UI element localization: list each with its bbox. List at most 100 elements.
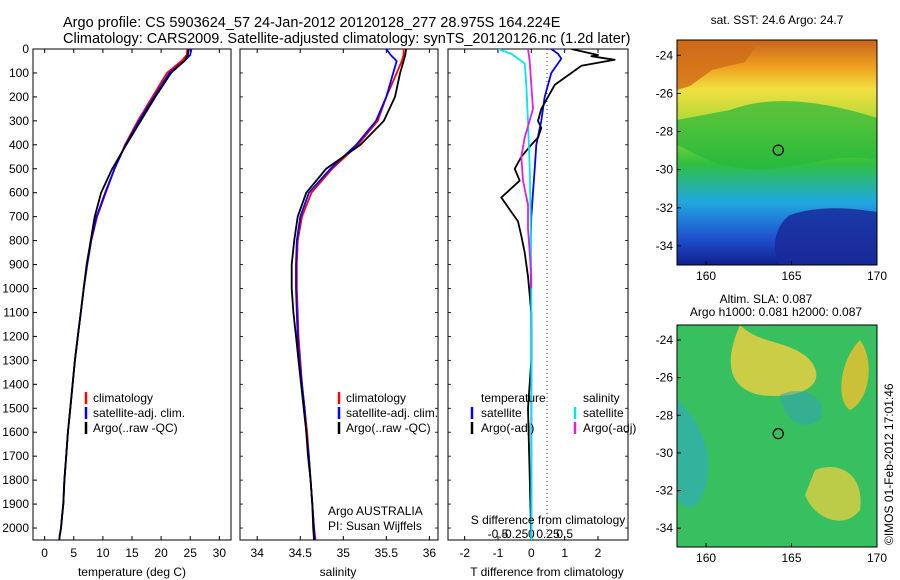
- map-x-tick-label: 170: [867, 269, 887, 283]
- temperature-axes-frame: [32, 48, 232, 541]
- x-tick-label: 15: [125, 546, 139, 560]
- sla-high-east: [841, 340, 869, 410]
- legend-label-sal-argo: Argo(-adj): [583, 421, 636, 435]
- depth-tick-labels: 0 100 200 300 400 500 600 700 800 900 1000 1100 1200…: [2, 42, 37, 535]
- depth-tick-label: 1900: [2, 497, 29, 511]
- x-tick-label: 10: [96, 546, 110, 560]
- difference-legend: temperature salinity satellite Argo(-adj…: [470, 391, 636, 435]
- depth-tick-label: 400: [9, 138, 29, 152]
- difference-y-ticks: [448, 48, 628, 529]
- legend-label-temp-satellite: satellite: [481, 406, 522, 420]
- x-tick-label: -1: [493, 546, 504, 560]
- sla-low-west: [677, 400, 709, 508]
- map-y-tick-label: -30: [656, 163, 674, 177]
- x-tick-label: 2: [595, 546, 602, 560]
- x-tick-label: 20: [154, 546, 168, 560]
- x-tick-label: 30: [213, 546, 227, 560]
- sst-cold-patch: [774, 208, 877, 265]
- title-line-2: Climatology: CARS2009. Satellite-adjuste…: [63, 31, 630, 47]
- depth-tick-label: 700: [9, 210, 29, 224]
- salinity-legend: climatology satellite-adj. clim. Argo(..…: [337, 391, 438, 435]
- depth-tick-label: 1700: [2, 449, 29, 463]
- sst-map-frame: [676, 39, 878, 266]
- title-line-1: Argo profile: CS 5903624_57 24-Jan-2012 …: [63, 15, 561, 31]
- depth-tick-label: 100: [9, 66, 29, 80]
- map-y-tick-label: -34: [656, 239, 674, 253]
- depth-tick-label: 900: [9, 258, 29, 272]
- depth-tick-label: 1800: [2, 473, 29, 487]
- map-y-tick-label: -28: [656, 408, 674, 422]
- map-x-tick-label: 160: [696, 269, 716, 283]
- x-tick-label: -2: [459, 546, 470, 560]
- depth-tick-label: 1500: [2, 401, 29, 415]
- sst-warm-patch: [677, 40, 760, 90]
- legend-label-temp-argo: Argo(-adj): [481, 421, 534, 435]
- depth-tick-label: 500: [9, 162, 29, 176]
- pi-note: PI: Susan Wijffels: [328, 519, 422, 533]
- legend-label-satellite: satellite-adj. clim.: [346, 406, 438, 420]
- sla-map-subtitle: Argo h1000: 0.081 h2000: 0.087: [690, 305, 862, 319]
- temperature-x-ticks: 0 5 10 15 20 25 30: [41, 49, 226, 560]
- temperature-legend: climatology satellite-adj. clim. Argo(..…: [84, 391, 185, 435]
- sst-green-tongue: [677, 101, 877, 170]
- x-tick-label: 25: [184, 546, 198, 560]
- map-y-tick-label: -26: [656, 371, 674, 385]
- t-difference-xlabel: T difference from climatology: [470, 565, 624, 579]
- map-y-tick-label: -34: [656, 521, 674, 535]
- s-tick-label: -0.5: [488, 527, 509, 541]
- salinity-x-ticks: 34 34.5 35 35.5 36: [251, 49, 437, 560]
- x-tick-label: 0: [41, 546, 48, 560]
- s-tick-label: -0.25: [501, 527, 529, 541]
- float-position-marker: [772, 144, 784, 156]
- legend-label-sal-satellite: satellite: [583, 406, 624, 420]
- depth-tick-label: 800: [9, 234, 29, 248]
- x-tick-label: 35.5: [375, 546, 399, 560]
- depth-tick-label: 0: [22, 42, 29, 56]
- s-tick-label: 0.25: [536, 527, 560, 541]
- legend-label-climatology: climatology: [93, 391, 153, 405]
- sla-map-ticks: 160 165 170 -24 -26 -28 -30 -32 -34: [656, 333, 888, 565]
- depth-tick-label: 1000: [2, 282, 29, 296]
- map-x-tick-label: 165: [782, 269, 802, 283]
- salinity-profiles: [290, 49, 407, 540]
- depth-tick-label: 1300: [2, 353, 29, 367]
- depth-tick-label: 600: [9, 186, 29, 200]
- depth-tick-label: 2000: [2, 521, 29, 535]
- map-x-tick-label: 165: [782, 551, 802, 565]
- temperature-argo-line: [58, 49, 190, 540]
- sla-map-title: Altim. SLA: 0.087: [720, 292, 813, 306]
- temperature-profiles: [58, 49, 193, 540]
- salinity-panel: 34 34.5 35 35.5 36 salinity climatology sate…: [239, 48, 439, 579]
- x-tick-label: 35: [337, 546, 351, 560]
- map-y-tick-label: -32: [656, 484, 674, 498]
- legend-label-climatology: climatology: [346, 391, 406, 405]
- map-y-tick-label: -26: [656, 86, 674, 100]
- x-tick-label: 34.5: [289, 546, 313, 560]
- legend-label-argo: Argo(..raw -QC): [346, 421, 431, 435]
- x-tick-label: 1: [561, 546, 568, 560]
- x-tick-label: 36: [423, 546, 437, 560]
- sla-high-south: [805, 466, 861, 521]
- map-x-tick-label: 170: [867, 551, 887, 565]
- sst-map-title: sat. SST: 24.6 Argo: 24.7: [711, 13, 844, 27]
- sst-map-ticks: 160 165 170 -24 -26 -28 -30 -32 -34: [656, 48, 888, 283]
- sst-map-panel: sat. SST: 24.6 Argo: 24.7 160 165 170 -24 -2…: [656, 13, 888, 283]
- salinity-argo-line: [290, 49, 407, 540]
- map-y-tick-label: -32: [656, 201, 674, 215]
- sla-high-ridge: [730, 325, 817, 396]
- map-y-tick-label: -30: [656, 446, 674, 460]
- map-x-tick-label: 160: [696, 551, 716, 565]
- temperature-xlabel: temperature (deg C): [78, 565, 186, 579]
- depth-tick-label: 1100: [3, 305, 29, 319]
- float-position-marker: [772, 427, 784, 440]
- depth-tick-label: 1200: [2, 329, 29, 343]
- depth-tick-label: 1400: [2, 377, 29, 391]
- legend-label-argo: Argo(..raw -QC): [93, 421, 178, 435]
- s-tick-label: 0.5: [556, 527, 573, 541]
- difference-panel: -2 -1 0 1 2 -0.5-0.25 0 0.250.5 T difference f…: [447, 48, 636, 579]
- sla-map-frame: [676, 324, 878, 548]
- salinity-axes-frame: [239, 48, 439, 541]
- tdiff-argo-line: [500, 49, 616, 540]
- map-y-tick-label: -24: [656, 48, 674, 62]
